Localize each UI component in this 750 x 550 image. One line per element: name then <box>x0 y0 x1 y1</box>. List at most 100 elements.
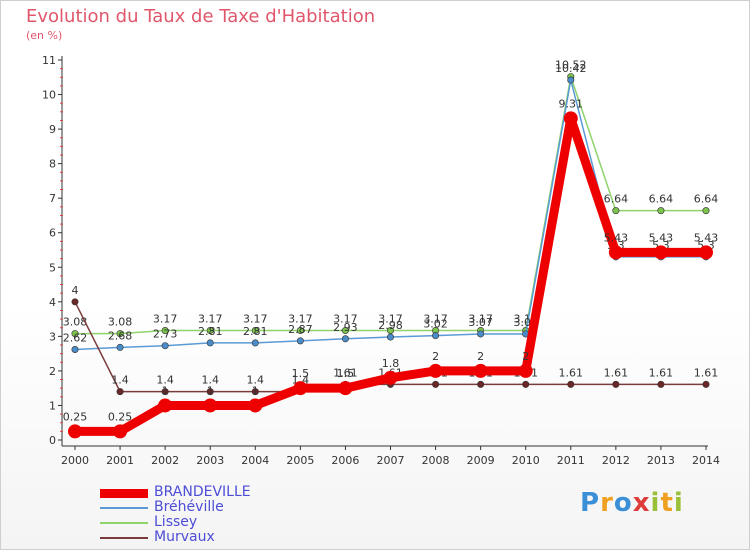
logo-letter: t <box>660 488 674 518</box>
data-label: 3.17 <box>468 312 493 325</box>
y-tick-label: 9 <box>49 123 56 136</box>
data-point <box>432 380 440 388</box>
data-label: 6.64 <box>604 193 629 206</box>
data-label: 1.4 <box>247 374 265 387</box>
data-label: 3.17 <box>378 312 403 325</box>
data-point <box>341 335 349 343</box>
data-point <box>296 337 304 345</box>
data-label: 1.5 <box>292 367 310 380</box>
data-point <box>341 326 349 334</box>
proxiti-logo[interactable]: Proxiti <box>580 488 684 518</box>
data-point <box>428 363 443 378</box>
data-label: 1.4 <box>201 374 219 387</box>
data-label: 2 <box>477 350 484 363</box>
data-point <box>161 388 169 396</box>
data-label: 10.42 <box>555 62 587 75</box>
x-tick-label: 2006 <box>331 454 359 467</box>
chart-title: Evolution du Taux de Taxe d'Habitation <box>26 6 376 27</box>
data-label: 1.61 <box>333 366 358 379</box>
x-tick-label: 2010 <box>512 454 540 467</box>
data-label: 3.17 <box>153 312 178 325</box>
logo-letter: P <box>580 488 601 518</box>
data-label: 3.02 <box>423 318 448 331</box>
data-label: 3.17 <box>333 312 358 325</box>
x-tick-label: 2012 <box>602 454 630 467</box>
data-point <box>161 326 169 334</box>
data-label: 1 <box>252 384 259 397</box>
x-tick-label: 2013 <box>647 454 675 467</box>
logo-letter: i <box>673 488 684 518</box>
data-label: 1.8 <box>382 357 400 370</box>
data-label: 2.98 <box>378 319 403 332</box>
chart-legend: BRANDEVILLE Bréhéville Lissey Murvaux <box>100 484 300 546</box>
legend-label: Murvaux <box>154 529 215 545</box>
data-point <box>567 76 575 84</box>
y-tick-label: 2 <box>49 365 56 378</box>
data-label: 1.61 <box>649 366 674 379</box>
x-tick-label: 2014 <box>692 454 720 467</box>
legend-item-brandeville[interactable]: BRANDEVILLE <box>100 484 300 501</box>
y-tick-label: 7 <box>49 192 56 205</box>
x-tick-label: 2004 <box>241 454 269 467</box>
x-tick-label: 2005 <box>286 454 314 467</box>
data-point <box>206 388 214 396</box>
data-label: 0.25 <box>63 410 88 423</box>
data-point <box>251 388 259 396</box>
data-label: 4 <box>72 284 79 297</box>
data-label: 1 <box>207 384 214 397</box>
data-label: 2.93 <box>333 321 358 334</box>
x-tick-label: 2011 <box>557 454 585 467</box>
y-tick-label: 10 <box>42 89 56 102</box>
data-label: 2.73 <box>153 328 178 341</box>
x-tick-label: 2009 <box>467 454 495 467</box>
data-point <box>251 326 259 334</box>
data-point <box>657 207 665 215</box>
x-tick-label: 2000 <box>61 454 89 467</box>
data-label: 5.43 <box>604 231 629 244</box>
y-tick-label: 8 <box>49 158 56 171</box>
data-label: 0.25 <box>108 410 133 423</box>
data-label: 3.17 <box>243 312 268 325</box>
legend-swatch <box>100 489 148 498</box>
y-tick-label: 6 <box>49 227 56 240</box>
data-point <box>518 363 533 378</box>
data-point <box>71 298 79 306</box>
legend-item-breheville[interactable]: Bréhéville <box>100 499 300 516</box>
data-point <box>699 245 713 260</box>
data-label: 3.17 <box>423 312 448 325</box>
data-label: 9.31 <box>559 97 584 110</box>
data-label: 3.07 <box>468 316 493 329</box>
data-label: 2.68 <box>108 329 133 342</box>
legend-item-lissey[interactable]: Lissey <box>100 514 300 531</box>
legend-swatch <box>100 522 148 524</box>
data-label: 2.81 <box>243 325 268 338</box>
x-tick-label: 2007 <box>377 454 405 467</box>
data-label: 2 <box>432 350 439 363</box>
data-label: 2 <box>522 350 529 363</box>
data-point <box>432 332 440 340</box>
data-label: 1.4 <box>156 374 174 387</box>
legend-item-murvaux[interactable]: Murvaux <box>100 529 300 546</box>
data-label: 2.87 <box>288 323 313 336</box>
x-tick-label: 2001 <box>106 454 134 467</box>
x-tick-label: 2008 <box>422 454 450 467</box>
data-label: 3.08 <box>63 316 88 329</box>
data-point <box>296 326 304 334</box>
data-point <box>386 333 394 341</box>
data-label: 1 <box>162 384 169 397</box>
data-point <box>477 380 485 388</box>
data-label: 2.81 <box>198 325 223 338</box>
legend-label: Lissey <box>154 514 198 530</box>
data-point <box>567 380 575 388</box>
data-point <box>293 381 308 396</box>
legend-swatch <box>100 537 148 539</box>
y-tick-label: 3 <box>49 330 56 343</box>
data-point <box>116 330 124 338</box>
x-tick-label: 2002 <box>151 454 179 467</box>
y-tick-label: 0 <box>49 434 56 447</box>
data-point <box>161 342 169 350</box>
data-label: 3.17 <box>198 312 223 325</box>
data-point <box>657 380 665 388</box>
